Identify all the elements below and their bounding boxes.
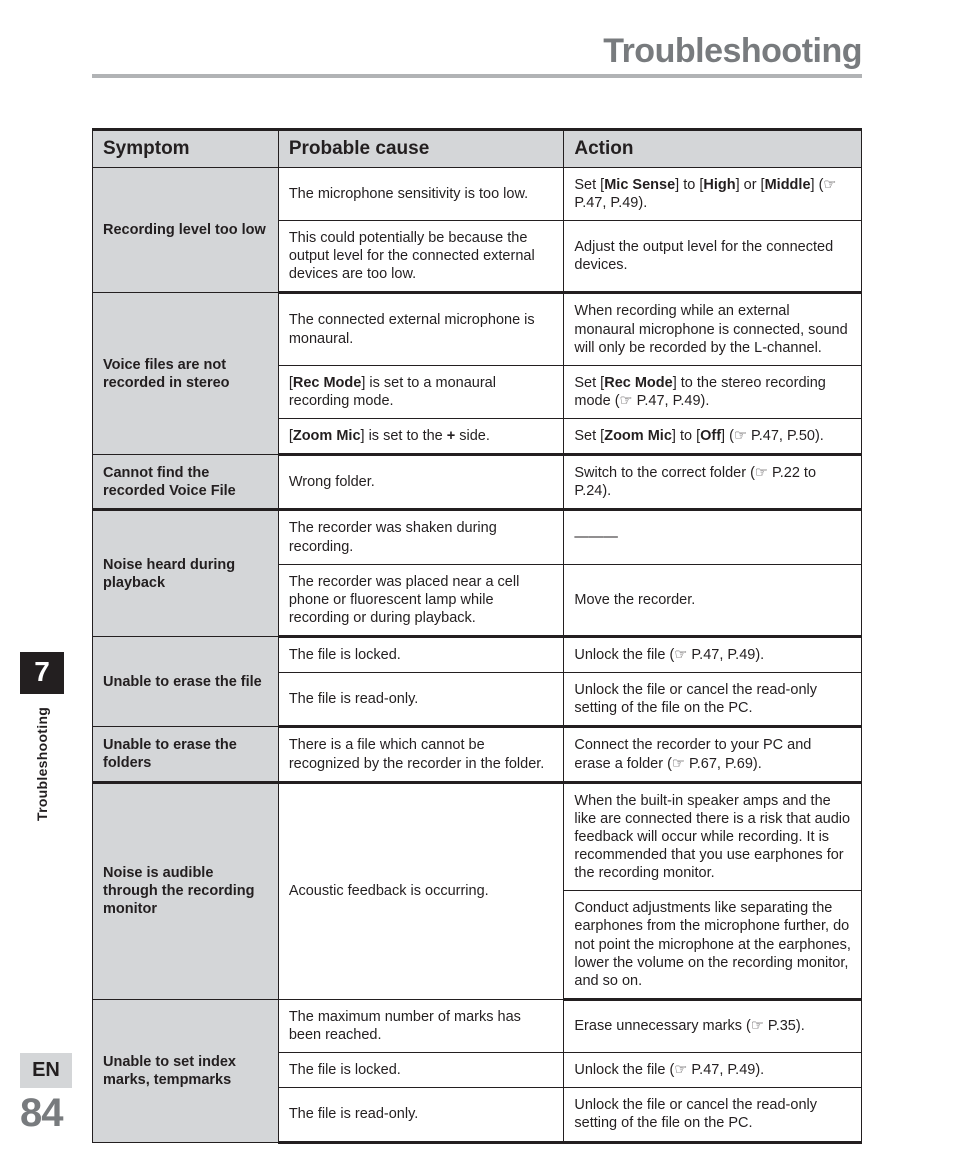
cause-cell: The maximum number of marks has been rea… xyxy=(278,999,564,1052)
col-cause: Probable cause xyxy=(278,130,564,168)
cause-cell: The connected external microphone is mon… xyxy=(278,293,564,365)
action-cell: Switch to the correct folder (P.22 to P.… xyxy=(564,455,862,510)
table-header-row: Symptom Probable cause Action xyxy=(93,130,862,168)
action-cell: Adjust the output level for the connecte… xyxy=(564,221,862,293)
symptom-cell: Recording level too low xyxy=(93,167,279,293)
symptom-cell: Unable to erase the folders xyxy=(93,727,279,782)
symptom-cell: Noise is audible through the recording m… xyxy=(93,782,279,999)
action-cell: Unlock the file or cancel the read-only … xyxy=(564,673,862,727)
action-cell: Connect the recorder to your PC and eras… xyxy=(564,727,862,782)
symptom-cell: Cannot find the recorded Voice File xyxy=(93,455,279,510)
table-row: Noise is audible through the recording m… xyxy=(93,782,862,891)
cause-cell: [Rec Mode] is set to a monaural recordin… xyxy=(278,365,564,418)
action-cell: Unlock the file (P.47, P.49). xyxy=(564,1053,862,1088)
symptom-cell: Unable to set index marks, tempmarks xyxy=(93,999,279,1142)
cause-cell: The file is read-only. xyxy=(278,1088,564,1142)
action-cell: Set [Zoom Mic] to [Off] (P.47, P.50). xyxy=(564,419,862,455)
action-cell: Conduct adjustments like separating the … xyxy=(564,891,862,1000)
language-badge: EN xyxy=(20,1053,72,1088)
action-cell: Unlock the file or cancel the read-only … xyxy=(564,1088,862,1142)
page-title: Troubleshooting xyxy=(603,32,862,71)
cause-cell: The file is read-only. xyxy=(278,673,564,727)
chapter-number: 7 xyxy=(20,652,64,694)
action-cell: Set [Mic Sense] to [High] or [Middle] (P… xyxy=(564,167,862,220)
title-rule xyxy=(92,74,862,78)
chapter-tab: 7 Troubleshooting xyxy=(20,652,64,834)
table-row: Unable to erase the foldersThere is a fi… xyxy=(93,727,862,782)
cause-cell: Acoustic feedback is occurring. xyxy=(278,782,564,999)
cause-cell: [Zoom Mic] is set to the + side. xyxy=(278,419,564,455)
symptom-cell: Voice files are not recorded in stereo xyxy=(93,293,279,455)
cause-cell: Wrong folder. xyxy=(278,455,564,510)
cause-cell: This could potentially be because the ou… xyxy=(278,221,564,293)
symptom-cell: Unable to erase the file xyxy=(93,637,279,727)
symptom-cell: Noise heard during playback xyxy=(93,510,279,637)
cause-cell: The file is locked. xyxy=(278,637,564,673)
chapter-label: Troubleshooting xyxy=(20,694,64,834)
action-cell: When the built-in speaker amps and the l… xyxy=(564,782,862,891)
cause-cell: The file is locked. xyxy=(278,1053,564,1088)
action-cell: When recording while an external monaura… xyxy=(564,293,862,365)
troubleshooting-table: Symptom Probable cause Action Recording … xyxy=(92,128,862,1144)
action-cell: Set [Rec Mode] to the stereo recording m… xyxy=(564,365,862,418)
col-symptom: Symptom xyxy=(93,130,279,168)
table-row: Voice files are not recorded in stereoTh… xyxy=(93,293,862,365)
action-cell: Unlock the file (P.47, P.49). xyxy=(564,637,862,673)
cause-cell: The recorder was shaken during recording… xyxy=(278,510,564,564)
col-action: Action xyxy=(564,130,862,168)
action-cell: ——— xyxy=(564,510,862,564)
table-row: Unable to erase the fileThe file is lock… xyxy=(93,637,862,673)
table-row: Noise heard during playbackThe recorder … xyxy=(93,510,862,564)
action-cell: Erase unnecessary marks (P.35). xyxy=(564,999,862,1052)
action-cell: Move the recorder. xyxy=(564,564,862,636)
table-row: Cannot find the recorded Voice FileWrong… xyxy=(93,455,862,510)
cause-cell: The recorder was placed near a cell phon… xyxy=(278,564,564,636)
page-number: 84 xyxy=(20,1091,63,1136)
cause-cell: There is a file which cannot be recogniz… xyxy=(278,727,564,782)
table-row: Unable to set index marks, tempmarksThe … xyxy=(93,999,862,1052)
table-row: Recording level too lowThe microphone se… xyxy=(93,167,862,220)
cause-cell: The microphone sensitivity is too low. xyxy=(278,167,564,220)
